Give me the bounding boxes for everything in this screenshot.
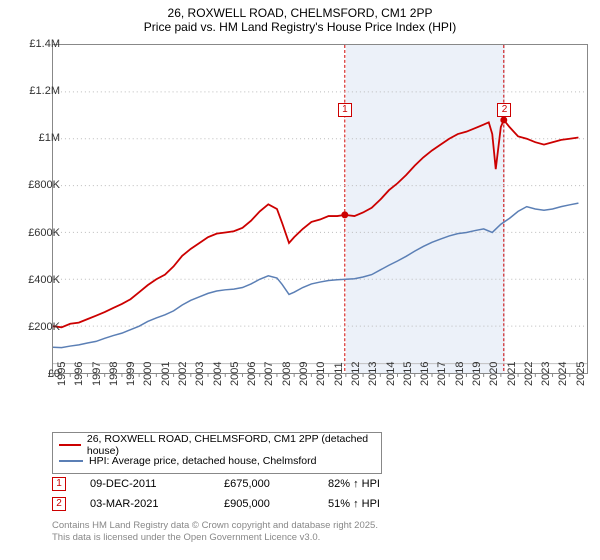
x-tick-label: 1998: [108, 362, 120, 386]
x-tick-label: 2002: [177, 362, 189, 386]
event-marker-2: 2: [52, 497, 66, 511]
x-tick-label: 2024: [557, 362, 569, 386]
title-line-1: 26, ROXWELL ROAD, CHELMSFORD, CM1 2PP: [0, 6, 600, 20]
x-tick-label: 2013: [367, 362, 379, 386]
x-tick-label: 1997: [91, 362, 103, 386]
event-marker-1: 1: [52, 477, 66, 491]
x-tick-label: 2017: [436, 362, 448, 386]
x-tick-label: 2015: [402, 362, 414, 386]
x-tick-label: 2021: [506, 362, 518, 386]
plot-area: [52, 44, 588, 374]
legend-item-1: 26, ROXWELL ROAD, CHELMSFORD, CM1 2PP (d…: [59, 437, 375, 453]
x-tick-label: 2008: [281, 362, 293, 386]
event-pct-1: 82% ↑ HPI: [328, 478, 428, 490]
y-tick-label: £1.4M: [29, 38, 60, 50]
y-tick-label: £400K: [28, 274, 60, 286]
x-tick-label: 1999: [125, 362, 137, 386]
x-tick-label: 2010: [315, 362, 327, 386]
x-tick-label: 2006: [246, 362, 258, 386]
x-tick-label: 1996: [73, 362, 85, 386]
x-tick-label: 2016: [419, 362, 431, 386]
x-tick-label: 2004: [212, 362, 224, 386]
title-line-2: Price paid vs. HM Land Registry's House …: [0, 20, 600, 34]
legend-label-1: 26, ROXWELL ROAD, CHELMSFORD, CM1 2PP (d…: [87, 433, 375, 457]
y-tick-label: £600K: [28, 227, 60, 239]
event-pct-2: 51% ↑ HPI: [328, 498, 428, 510]
x-tick-label: 1995: [56, 362, 68, 386]
chart-container: 26, ROXWELL ROAD, CHELMSFORD, CM1 2PP Pr…: [0, 0, 600, 560]
legend-swatch-2: [59, 460, 83, 462]
x-tick-label: 2007: [263, 362, 275, 386]
y-tick-label: £800K: [28, 179, 60, 191]
x-tick-label: 2005: [229, 362, 241, 386]
x-tick-label: 2019: [471, 362, 483, 386]
x-tick-label: 2009: [298, 362, 310, 386]
x-tick-label: 2014: [385, 362, 397, 386]
x-tick-label: 2023: [540, 362, 552, 386]
chart-marker-2: 2: [497, 103, 511, 117]
y-tick-label: £1.2M: [29, 85, 60, 97]
event-price-2: £905,000: [224, 498, 304, 510]
x-tick-label: 2011: [333, 362, 345, 386]
plot-svg: [53, 45, 587, 373]
event-date-1: 09-DEC-2011: [90, 478, 200, 490]
x-tick-label: 2012: [350, 362, 362, 386]
event-row-2: 2 03-MAR-2021 £905,000 51% ↑ HPI: [52, 494, 428, 514]
event-date-2: 03-MAR-2021: [90, 498, 200, 510]
x-tick-label: 2022: [523, 362, 535, 386]
chart-marker-1: 1: [338, 103, 352, 117]
chart-title: 26, ROXWELL ROAD, CHELMSFORD, CM1 2PP Pr…: [0, 0, 600, 36]
legend-swatch-1: [59, 444, 81, 446]
y-tick-label: £1M: [39, 132, 60, 144]
footer-line-2: This data is licensed under the Open Gov…: [52, 532, 378, 544]
y-tick-label: £200K: [28, 321, 60, 333]
events-table: 1 09-DEC-2011 £675,000 82% ↑ HPI 2 03-MA…: [52, 474, 428, 514]
legend-label-2: HPI: Average price, detached house, Chel…: [89, 455, 316, 467]
x-tick-label: 2018: [454, 362, 466, 386]
footer-line-1: Contains HM Land Registry data © Crown c…: [52, 520, 378, 532]
x-tick-label: 2003: [194, 362, 206, 386]
event-row-1: 1 09-DEC-2011 £675,000 82% ↑ HPI: [52, 474, 428, 494]
x-tick-label: 2001: [160, 362, 172, 386]
event-price-1: £675,000: [224, 478, 304, 490]
x-tick-label: 2000: [142, 362, 154, 386]
legend: 26, ROXWELL ROAD, CHELMSFORD, CM1 2PP (d…: [52, 432, 382, 474]
x-tick-label: 2025: [575, 362, 587, 386]
footer-attribution: Contains HM Land Registry data © Crown c…: [52, 520, 378, 545]
x-tick-label: 2020: [488, 362, 500, 386]
